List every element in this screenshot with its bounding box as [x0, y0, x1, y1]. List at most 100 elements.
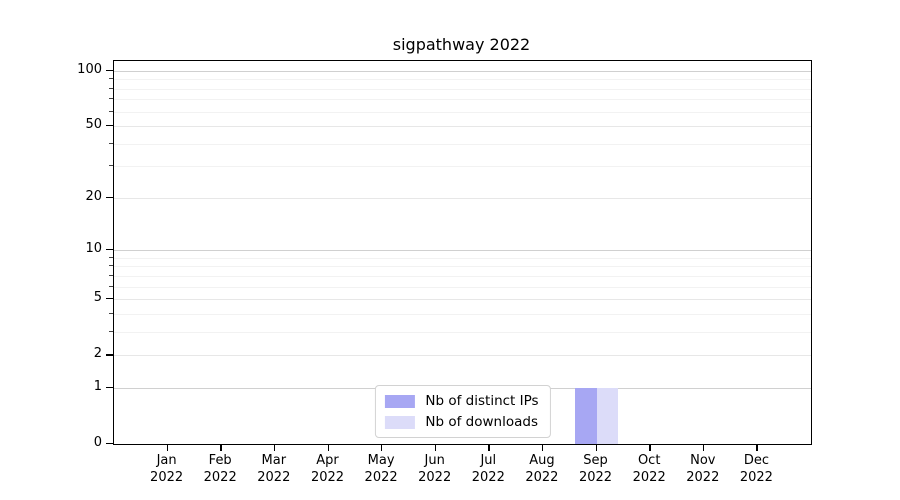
y-minor-tick-mark — [109, 274, 113, 276]
y-tick-mark — [106, 196, 113, 199]
y-minor-gridline — [114, 88, 811, 90]
x-tick-label-year: 2022 — [364, 470, 398, 485]
x-tick-label-month: Nov — [690, 453, 716, 468]
x-tick-label-month: Dec — [743, 453, 769, 468]
x-tick-mark — [166, 444, 168, 451]
legend-label-distinct-ips: Nb of distinct IPs — [425, 393, 539, 409]
legend-swatch-downloads — [384, 415, 415, 429]
y-tick-mark — [106, 249, 113, 251]
legend-swatch-distinct-ips — [384, 394, 415, 408]
x-tick-label: May 2022 — [341, 452, 421, 486]
x-tick-label: Nov 2022 — [663, 452, 743, 486]
y-minor-gridline — [114, 111, 811, 113]
chart-title: sigpathway 2022 — [392, 35, 531, 54]
x-tick-label-month: Oct — [637, 453, 661, 468]
y-minor-tick-mark — [109, 110, 113, 112]
y-minor-gridline — [114, 166, 811, 168]
y-tick-label: 20 — [85, 188, 102, 204]
x-tick-label-month: Apr — [316, 453, 339, 468]
x-tick-mark — [541, 444, 544, 451]
x-tick-label-month: Jun — [424, 453, 445, 468]
x-tick-mark — [756, 444, 758, 451]
x-tick-label: Jul 2022 — [448, 452, 528, 486]
y-gridline — [114, 355, 811, 357]
y-tick-mark — [106, 354, 113, 356]
x-tick-label: Feb 2022 — [180, 452, 260, 486]
x-tick-label-year: 2022 — [257, 470, 291, 485]
x-tick-mark — [327, 444, 329, 451]
y-minor-gridline — [114, 99, 811, 101]
x-tick-mark — [702, 444, 705, 451]
y-tick-label: 10 — [85, 241, 102, 257]
x-tick-label-year: 2022 — [739, 470, 773, 485]
y-tick-label: 2 — [93, 346, 102, 362]
y-minor-gridline — [114, 286, 811, 288]
x-tick-label-month: Feb — [208, 453, 232, 468]
y-minor-tick-mark — [109, 98, 113, 100]
x-tick-label-year: 2022 — [686, 470, 720, 485]
x-tick-label: Jan 2022 — [127, 452, 207, 486]
y-minor-tick-mark — [109, 312, 113, 314]
y-minor-gridline — [114, 331, 811, 333]
plot-area: Nb of distinct IPs Nb of downloads — [113, 60, 812, 445]
y-minor-tick-mark — [109, 256, 113, 258]
y-tick-label: 100 — [77, 61, 102, 77]
x-tick-label-month: Mar — [261, 453, 287, 468]
x-tick-label: Dec 2022 — [716, 452, 796, 486]
x-tick-mark — [220, 444, 222, 451]
x-tick-label: Jun 2022 — [395, 452, 475, 486]
y-gridline — [114, 299, 811, 301]
legend-label-downloads: Nb of downloads — [425, 414, 538, 430]
x-tick-label-year: 2022 — [471, 470, 505, 485]
y-gridline — [114, 126, 811, 127]
y-tick-mark — [106, 298, 113, 300]
y-tick-mark — [106, 443, 113, 445]
y-tick-mark — [106, 125, 113, 127]
y-tick-label: 0 — [93, 435, 102, 450]
legend: Nb of distinct IPs Nb of downloads — [374, 385, 551, 438]
bar-downloads-sep-2022 — [596, 387, 618, 444]
y-tick-mark — [106, 386, 113, 389]
y-minor-tick-mark — [109, 330, 113, 332]
x-tick-label-month: Sep — [583, 453, 608, 468]
x-tick-label-year: 2022 — [418, 470, 452, 485]
x-tick-mark — [488, 444, 490, 451]
x-tick-mark — [273, 444, 276, 451]
legend-item-downloads: Nb of downloads — [384, 414, 538, 430]
x-tick-mark — [649, 444, 651, 451]
y-gridline — [114, 70, 811, 72]
y-minor-gridline — [114, 257, 811, 259]
y-minor-tick-mark — [109, 78, 113, 80]
y-tick-label: 5 — [93, 290, 102, 306]
x-tick-label: Apr 2022 — [288, 452, 368, 486]
x-tick-label: Mar 2022 — [234, 452, 314, 486]
y-minor-gridline — [114, 313, 811, 315]
x-tick-label-month: May — [367, 453, 395, 468]
x-tick-mark — [595, 444, 597, 451]
y-minor-tick-mark — [109, 87, 113, 89]
x-tick-label: Sep 2022 — [556, 452, 636, 486]
y-minor-gridline — [114, 275, 811, 277]
x-tick-label-month: Jul — [480, 453, 497, 468]
x-tick-label-year: 2022 — [632, 470, 666, 485]
x-tick-label: Oct 2022 — [609, 452, 689, 486]
bar-distinct-ips-sep-2022 — [575, 387, 597, 444]
y-minor-tick-mark — [109, 265, 113, 267]
y-minor-gridline — [114, 266, 811, 268]
x-tick-mark — [434, 444, 437, 451]
x-tick-label-month: Jan — [156, 453, 177, 468]
x-tick-label-year: 2022 — [525, 470, 559, 485]
x-tick-mark — [381, 444, 383, 451]
y-minor-gridline — [114, 143, 811, 145]
x-tick-label-year: 2022 — [310, 470, 345, 485]
x-tick-label-year: 2022 — [150, 470, 184, 485]
y-minor-gridline — [114, 79, 811, 81]
y-tick-label: 1 — [93, 378, 102, 394]
x-tick-label-month: Aug — [529, 453, 555, 468]
y-minor-tick-mark — [109, 142, 113, 144]
y-gridline — [114, 250, 811, 252]
y-tick-mark — [106, 69, 113, 72]
y-gridline — [114, 197, 811, 199]
y-minor-tick-mark — [109, 285, 113, 287]
